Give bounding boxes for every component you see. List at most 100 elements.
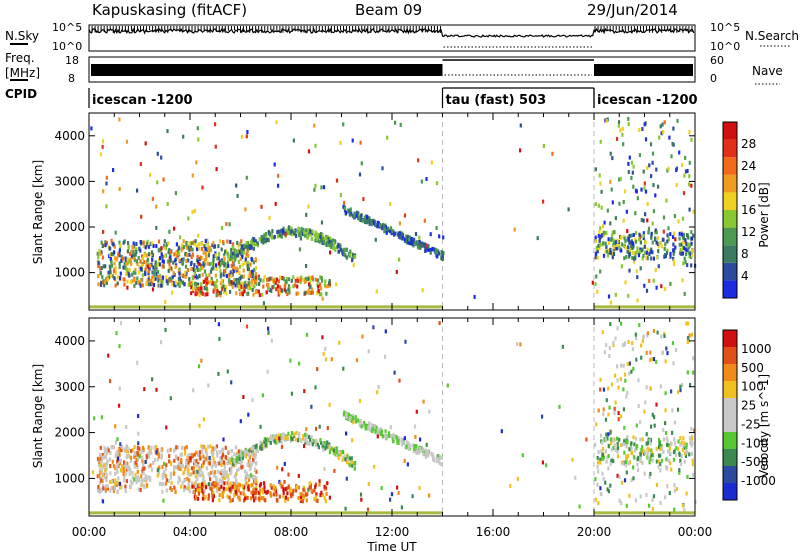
scatter-cell bbox=[169, 249, 172, 254]
scatter-cell bbox=[147, 475, 150, 480]
scatter-cell bbox=[157, 239, 161, 244]
scatter-cell bbox=[252, 292, 255, 297]
scatter-cell bbox=[672, 361, 675, 366]
scatter-cell bbox=[252, 490, 255, 495]
scatter-cell bbox=[120, 448, 123, 452]
scatter-cell bbox=[194, 483, 198, 488]
scatter-cell bbox=[243, 260, 246, 265]
scatter-cell bbox=[294, 278, 297, 283]
scatter-cell bbox=[473, 294, 476, 299]
scatter-cell bbox=[619, 377, 622, 382]
scatter-cell bbox=[201, 496, 205, 501]
scatter-cell bbox=[398, 257, 401, 262]
scatter-cell bbox=[222, 486, 225, 491]
scatter-cell bbox=[376, 220, 379, 225]
scatter-cell bbox=[609, 437, 612, 442]
x-tick-label: 20:00 bbox=[577, 525, 612, 539]
scatter-cell bbox=[124, 265, 127, 270]
scatter-cell bbox=[235, 459, 238, 463]
scatter-cell bbox=[609, 483, 612, 488]
scatter-cell bbox=[178, 283, 181, 288]
scatter-cell bbox=[667, 237, 670, 242]
scatter-cell bbox=[311, 275, 314, 280]
scatter-cell bbox=[254, 290, 257, 294]
scatter-cell bbox=[317, 278, 320, 283]
scatter-cell bbox=[280, 444, 284, 449]
scatter-cell bbox=[157, 278, 160, 283]
scatter-cell bbox=[325, 284, 328, 289]
scatter-cell bbox=[224, 269, 227, 274]
scatter-cell bbox=[383, 227, 386, 231]
scatter-cell bbox=[118, 253, 121, 258]
scatter-cell bbox=[672, 235, 675, 240]
scatter-cell bbox=[682, 236, 685, 241]
scatter-cell bbox=[267, 330, 270, 335]
scatter-cell bbox=[191, 173, 194, 178]
scatter-cell bbox=[614, 336, 617, 341]
scatter-cell bbox=[302, 487, 305, 492]
scatter-cell bbox=[100, 240, 103, 245]
scatter-cell bbox=[348, 456, 352, 461]
scatter-cell bbox=[303, 444, 306, 449]
scatter-cell bbox=[286, 491, 289, 496]
scatter-cell bbox=[365, 218, 368, 222]
scatter-cell bbox=[594, 235, 597, 240]
scatter-cell bbox=[141, 263, 144, 268]
scatter-cell bbox=[157, 468, 160, 473]
scatter-cell bbox=[296, 284, 299, 289]
scatter-cell bbox=[614, 240, 617, 245]
scatter-cell bbox=[624, 378, 627, 383]
scatter-cell bbox=[181, 280, 185, 285]
scatter-cell bbox=[174, 283, 177, 288]
scatter-cell bbox=[276, 498, 279, 503]
scatter-cell bbox=[654, 236, 657, 241]
scatter-cell bbox=[101, 144, 104, 149]
scatter-cell bbox=[316, 291, 319, 296]
scatter-cell bbox=[290, 391, 293, 396]
scatter-cell bbox=[296, 291, 300, 296]
scatter-cell bbox=[349, 212, 352, 217]
scatter-cell bbox=[363, 220, 366, 225]
scatter-cell bbox=[166, 129, 169, 134]
scatter-cell bbox=[345, 476, 348, 481]
scatter-cell bbox=[240, 251, 243, 255]
scatter-cell bbox=[327, 283, 330, 288]
scatter-cell bbox=[309, 437, 312, 442]
scatter-cell bbox=[410, 241, 413, 246]
scatter-cell bbox=[613, 406, 616, 411]
scatter-cell bbox=[156, 270, 160, 275]
scatter-cell bbox=[230, 457, 234, 462]
scatter-cell bbox=[639, 240, 642, 245]
scatter-cell bbox=[245, 175, 248, 180]
scatter-cell bbox=[110, 486, 113, 491]
scatter-cell bbox=[237, 482, 240, 487]
scatter-cell bbox=[180, 445, 184, 450]
scatter-cell bbox=[206, 292, 209, 297]
scatter-cell bbox=[194, 239, 197, 244]
scatter-cell bbox=[186, 455, 189, 460]
scatter-cell bbox=[627, 454, 630, 458]
scatter-cell bbox=[113, 267, 116, 272]
scatter-cell bbox=[101, 455, 104, 460]
scatter-cell bbox=[179, 467, 182, 471]
scatter-cell bbox=[660, 284, 663, 289]
scatter-cell bbox=[152, 461, 155, 465]
scatter-cell bbox=[648, 163, 651, 168]
scatter-cell bbox=[115, 440, 118, 445]
scatter-cell bbox=[218, 336, 221, 341]
scatter-cell bbox=[413, 447, 416, 451]
scatter-cell bbox=[321, 296, 324, 301]
scatter-cell bbox=[114, 454, 117, 459]
scatter-cell bbox=[254, 242, 257, 247]
scatter-cell bbox=[268, 276, 271, 281]
scatter-cell bbox=[686, 339, 689, 344]
scatter-cell bbox=[204, 292, 207, 297]
scatter-cell bbox=[104, 468, 107, 473]
scatter-cell bbox=[609, 322, 612, 327]
plot-title: Kapuskasing (fitACF) bbox=[92, 1, 247, 19]
scatter-cell bbox=[248, 244, 251, 249]
scatter-cell bbox=[350, 460, 353, 465]
scatter-cell bbox=[250, 473, 253, 478]
scatter-cell bbox=[183, 446, 186, 451]
scatter-cell bbox=[215, 485, 219, 490]
